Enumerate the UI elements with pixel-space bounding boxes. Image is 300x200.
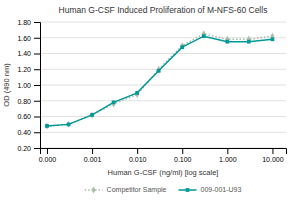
y-tick: 0.80 xyxy=(17,97,40,104)
marker xyxy=(157,69,161,73)
y-tick-label: 0.20 xyxy=(17,145,31,152)
y-tick: 1.80 xyxy=(17,19,40,26)
marker xyxy=(112,100,116,104)
marker xyxy=(180,45,184,49)
y-tick: 0.40 xyxy=(17,129,40,136)
x-tick-label: 0.001 xyxy=(84,156,102,163)
y-tick-mark xyxy=(34,117,40,118)
marker xyxy=(225,40,229,44)
series xyxy=(45,30,274,129)
marker xyxy=(90,111,94,118)
legend-item: 009-001-U93 xyxy=(179,186,242,193)
marker xyxy=(202,30,206,37)
y-tick-mark xyxy=(34,148,40,149)
y-axis-title: OD (490 nm) xyxy=(2,63,11,107)
title: Human G-CSF Induced Proliferation of M-N… xyxy=(59,5,268,15)
marker xyxy=(247,40,251,44)
x-tick-mark xyxy=(227,148,228,154)
marker xyxy=(157,66,161,73)
grid-line xyxy=(40,85,286,86)
marker xyxy=(135,91,139,95)
marker xyxy=(66,121,70,128)
line xyxy=(47,36,272,126)
y-tick-label: 1.40 xyxy=(17,50,31,57)
y-tick: 1.00 xyxy=(17,82,40,89)
grid-line xyxy=(40,100,286,101)
x-tick-mark xyxy=(92,148,93,154)
y-tick-mark xyxy=(34,38,40,39)
marker xyxy=(202,34,206,38)
series-group xyxy=(45,30,274,129)
x-axis: 0.000 0.001 0.010 0.100 1.000 10.000 xyxy=(39,148,287,163)
x-axis-title: Human G-CSF (ng/ml) [log scale] xyxy=(108,168,219,177)
x-tick: 0.010 xyxy=(129,148,147,163)
x-tick-mark xyxy=(182,148,183,154)
y-axis: 0.20 0.40 0.60 0.80 1.00 1.20 1.40 1.60 1.80 xyxy=(17,19,40,152)
legend-marker xyxy=(92,187,96,194)
legend-label: 009-001-U93 xyxy=(201,186,242,193)
grid-line xyxy=(40,116,286,117)
y-tick-label: 1.20 xyxy=(17,66,31,73)
x-axis-line xyxy=(41,149,287,155)
x-tick-label: 0.000 xyxy=(39,156,57,163)
y-axis-line xyxy=(34,23,41,149)
legend-marker xyxy=(186,188,190,192)
series xyxy=(45,34,274,128)
legend: Competitor Sample 009-001-U93 xyxy=(85,186,242,194)
y-tick-label: 1.00 xyxy=(17,82,31,89)
marker xyxy=(271,37,275,41)
grid-line xyxy=(40,69,286,70)
x-tick: 1.000 xyxy=(219,148,237,163)
y-tick: 1.60 xyxy=(17,34,40,41)
y-tick: 0.60 xyxy=(17,113,40,120)
y-tick-mark xyxy=(34,54,40,55)
x-tick-mark xyxy=(137,148,138,154)
y-tick-label: 0.40 xyxy=(17,129,31,136)
chart: 0.0000.0010.0100.1001.00010.0000.200.400… xyxy=(0,0,300,200)
x-tick-label: 0.010 xyxy=(129,156,147,163)
marker xyxy=(90,113,94,117)
plot-area: 0.0000.0010.0100.1001.00010.0000.200.400… xyxy=(17,19,286,163)
y-tick-label: 0.80 xyxy=(17,97,31,104)
x-tick-label: 1.000 xyxy=(219,156,237,163)
y-tick-mark xyxy=(34,69,40,70)
legend-item: Competitor Sample xyxy=(85,186,167,194)
legend-label: Competitor Sample xyxy=(107,186,167,194)
y-tick-mark xyxy=(34,132,40,133)
x-tick-label: 10.000 xyxy=(262,156,284,163)
grid-line xyxy=(40,53,286,54)
x-tick-mark xyxy=(272,148,273,154)
y-tick-label: 1.60 xyxy=(17,34,31,41)
marker xyxy=(135,91,139,98)
marker xyxy=(45,124,49,128)
line xyxy=(47,34,272,126)
y-tick: 1.20 xyxy=(17,66,40,73)
x-tick-mark xyxy=(47,148,48,154)
marker xyxy=(45,122,49,129)
grid xyxy=(40,22,286,148)
marker xyxy=(247,36,251,43)
y-tick-label: 0.60 xyxy=(17,113,31,120)
x-tick: 0.001 xyxy=(84,148,102,163)
x-tick: 10.000 xyxy=(262,148,284,163)
y-tick: 1.40 xyxy=(17,50,40,57)
y-tick-label: 1.80 xyxy=(17,19,31,26)
y-tick-mark xyxy=(34,22,40,23)
x-tick-label: 0.100 xyxy=(174,156,192,163)
x-tick: 0.000 xyxy=(39,148,57,163)
grid-line xyxy=(40,132,286,133)
marker xyxy=(225,36,229,43)
marker xyxy=(112,100,116,107)
y-tick: 0.20 xyxy=(17,145,40,152)
x-tick: 0.100 xyxy=(174,148,192,163)
marker xyxy=(180,42,184,49)
grid-line xyxy=(40,22,286,23)
y-tick-mark xyxy=(34,85,40,86)
marker xyxy=(67,123,71,127)
y-tick-mark xyxy=(34,101,40,102)
